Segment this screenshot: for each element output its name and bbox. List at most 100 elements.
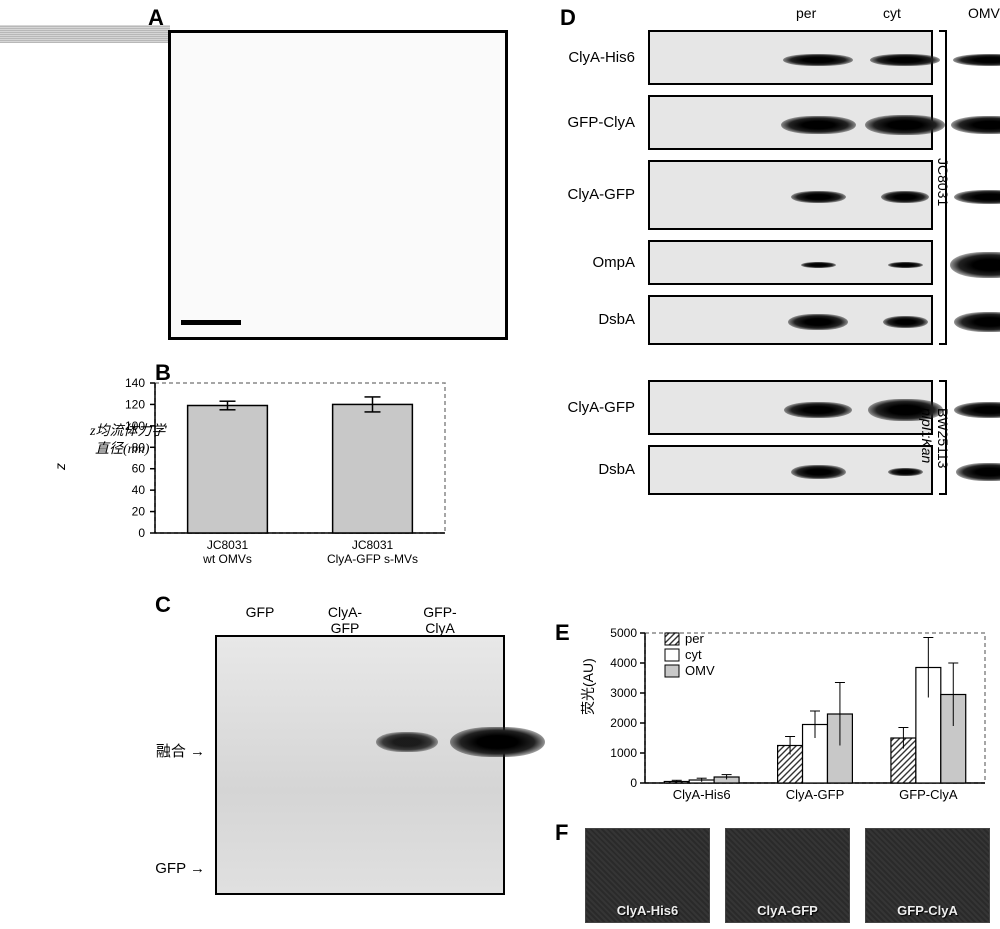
svg-text:120: 120 bbox=[125, 397, 145, 411]
row-label-gfp: GFP → bbox=[100, 860, 205, 877]
strain-label: JC8031 bbox=[935, 158, 951, 218]
blot-band bbox=[888, 262, 923, 268]
svg-text:GFP-ClyA: GFP-ClyA bbox=[899, 787, 958, 802]
y-ticks: 0 1000 2000 3000 4000 5000 bbox=[610, 626, 645, 790]
panel-d: D percytOMVClyA-His6GFP-ClyAClyA-GFPOmpA… bbox=[540, 5, 990, 615]
svg-text:0: 0 bbox=[138, 526, 145, 540]
y-axis-title: 荧光(AU) bbox=[580, 658, 596, 715]
blot-box bbox=[648, 445, 933, 495]
panel-c-letter: C bbox=[155, 592, 171, 618]
y-ticks: 020406080100120140 bbox=[125, 376, 155, 540]
panel-c: C 融合 → GFP → GFPClyA-GFPGFP-ClyA bbox=[100, 600, 430, 920]
row-label: DsbA bbox=[540, 461, 635, 478]
blot-band bbox=[788, 314, 848, 330]
blot-band bbox=[888, 468, 923, 476]
svg-text:OMV: OMV bbox=[685, 663, 715, 678]
blot-band bbox=[950, 252, 1000, 278]
row-label: GFP-ClyA bbox=[540, 114, 635, 131]
panel-e-letter: E bbox=[555, 620, 570, 646]
panel-c-blot bbox=[215, 635, 505, 895]
fluorescence-image: GFP-ClyA bbox=[865, 828, 990, 923]
decorative-strip bbox=[0, 25, 170, 43]
x-labels: JC8031wt OMVsJC8031ClyA-GFP s-MVs bbox=[202, 538, 418, 566]
blot-band bbox=[954, 312, 1000, 332]
svg-text:ClyA-GFP: ClyA-GFP bbox=[786, 787, 845, 802]
blot-band bbox=[783, 54, 853, 66]
blot-band bbox=[781, 116, 856, 134]
lane-label: cyt bbox=[883, 5, 901, 21]
lane-label: GFP bbox=[225, 604, 295, 620]
svg-text:2000: 2000 bbox=[610, 716, 637, 730]
lane-label: per bbox=[796, 5, 816, 21]
image-label: ClyA-GFP bbox=[726, 903, 849, 918]
svg-text:JC8031: JC8031 bbox=[207, 538, 249, 552]
lane-label: GFP-ClyA bbox=[405, 604, 475, 636]
blot-box bbox=[648, 240, 933, 285]
legend: percytOMV bbox=[665, 631, 715, 678]
svg-text:0: 0 bbox=[630, 776, 637, 790]
svg-text:per: per bbox=[685, 631, 704, 646]
row-label: ClyA-GFP bbox=[540, 399, 635, 416]
blot-box bbox=[648, 95, 933, 150]
blot-box bbox=[648, 380, 933, 435]
panel-f-letter: F bbox=[555, 820, 568, 846]
svg-text:60: 60 bbox=[132, 462, 146, 476]
svg-text:3000: 3000 bbox=[610, 686, 637, 700]
row-label: DsbA bbox=[540, 311, 635, 328]
svg-text:20: 20 bbox=[132, 505, 146, 519]
row-label-fusion: 融合 → bbox=[100, 740, 205, 761]
blot-band bbox=[376, 732, 438, 752]
blot-band bbox=[450, 727, 545, 757]
svg-text:JC8031: JC8031 bbox=[352, 538, 394, 552]
fluorescence-image: ClyA-GFP bbox=[725, 828, 850, 923]
svg-text:140: 140 bbox=[125, 376, 145, 390]
y-axis-title-rot: z bbox=[52, 463, 68, 471]
blot-band bbox=[881, 191, 929, 203]
image-label: ClyA-His6 bbox=[586, 903, 709, 918]
row-label: OmpA bbox=[540, 254, 635, 271]
image-label: GFP-ClyA bbox=[866, 903, 989, 918]
blot-box bbox=[648, 160, 933, 230]
scale-bar bbox=[181, 320, 241, 325]
blot-band bbox=[870, 54, 940, 66]
panel-e: E 荧光(AU) 0 1000 2000 3000 4000 5000 percytOMV… bbox=[555, 620, 990, 815]
blot-band bbox=[951, 116, 1000, 134]
panel-a: A bbox=[168, 15, 508, 355]
blot-band bbox=[791, 465, 846, 479]
panel-b: B 020406080100120140 z均流体力学 直径(nm) z JC8… bbox=[45, 360, 475, 580]
row-label: ClyA-His6 bbox=[540, 49, 635, 66]
svg-text:ClyA-GFP s-MVs: ClyA-GFP s-MVs bbox=[327, 552, 418, 566]
lane-label: OMV bbox=[968, 5, 1000, 21]
arrow-icon: → bbox=[190, 860, 205, 877]
blot-band bbox=[801, 262, 836, 268]
panel-f: F ClyA-His6 ClyA-GFP GFP-ClyA bbox=[555, 820, 995, 925]
panel-a-image-box bbox=[168, 30, 508, 340]
bars bbox=[188, 397, 413, 533]
svg-text:4000: 4000 bbox=[610, 656, 637, 670]
bars bbox=[664, 638, 965, 784]
row-label: ClyA-GFP bbox=[540, 186, 635, 203]
svg-text:40: 40 bbox=[132, 483, 146, 497]
svg-text:1000: 1000 bbox=[610, 746, 637, 760]
blot-band bbox=[791, 191, 846, 203]
fluorescence-image: ClyA-His6 bbox=[585, 828, 710, 923]
blot-band bbox=[883, 316, 928, 328]
blot-band bbox=[956, 463, 1000, 481]
panel-b-chart: 020406080100120140 z均流体力学 直径(nm) z JC803… bbox=[45, 375, 475, 585]
svg-text:5000: 5000 bbox=[610, 626, 637, 640]
panel-e-chart: 荧光(AU) 0 1000 2000 3000 4000 5000 percytOMV C… bbox=[575, 625, 995, 820]
svg-text:cyt: cyt bbox=[685, 647, 702, 662]
blot-box bbox=[648, 30, 933, 85]
svg-text:wt OMVs: wt OMVs bbox=[202, 552, 252, 566]
blot-band bbox=[954, 190, 1000, 204]
blot-band bbox=[954, 402, 1000, 418]
blot-band bbox=[865, 115, 945, 135]
y-axis-title: z均流体力学 直径(nm) bbox=[89, 423, 169, 457]
lane-label: ClyA-GFP bbox=[310, 604, 380, 636]
blot-box bbox=[648, 295, 933, 345]
x-labels: ClyA-His6ClyA-GFPGFP-ClyA bbox=[673, 787, 958, 802]
strain-label: BW25113nlpI::Kan bbox=[919, 408, 951, 468]
blot-band bbox=[784, 402, 852, 418]
panel-d-letter: D bbox=[560, 5, 576, 31]
panel-a-letter: A bbox=[148, 5, 164, 31]
